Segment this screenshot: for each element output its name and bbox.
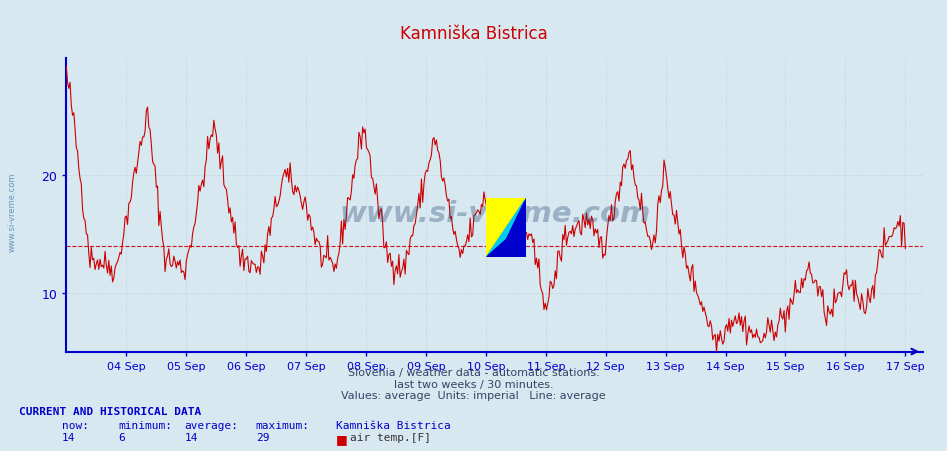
Text: 6: 6 xyxy=(118,432,125,442)
Text: 29: 29 xyxy=(256,432,269,442)
Text: 14: 14 xyxy=(62,432,75,442)
Text: now:: now: xyxy=(62,420,89,430)
Text: ■: ■ xyxy=(336,432,348,445)
Text: 14: 14 xyxy=(185,432,198,442)
Text: Kamniška Bistrica: Kamniška Bistrica xyxy=(336,420,451,430)
Text: www.si-vreme.com: www.si-vreme.com xyxy=(339,200,651,228)
Text: Values: average  Units: imperial   Line: average: Values: average Units: imperial Line: av… xyxy=(341,390,606,400)
Text: average:: average: xyxy=(185,420,239,430)
Text: minimum:: minimum: xyxy=(118,420,172,430)
Polygon shape xyxy=(486,198,526,257)
Text: Slovenia / weather data - automatic stations.: Slovenia / weather data - automatic stat… xyxy=(348,368,599,377)
Text: last two weeks / 30 minutes.: last two weeks / 30 minutes. xyxy=(394,379,553,389)
Text: air temp.[F]: air temp.[F] xyxy=(350,432,432,442)
Polygon shape xyxy=(486,198,526,257)
Text: Kamniška Bistrica: Kamniška Bistrica xyxy=(400,25,547,43)
Polygon shape xyxy=(486,198,526,257)
Text: maximum:: maximum: xyxy=(256,420,310,430)
Text: CURRENT AND HISTORICAL DATA: CURRENT AND HISTORICAL DATA xyxy=(19,406,201,416)
Text: www.si-vreme.com: www.si-vreme.com xyxy=(8,172,17,252)
